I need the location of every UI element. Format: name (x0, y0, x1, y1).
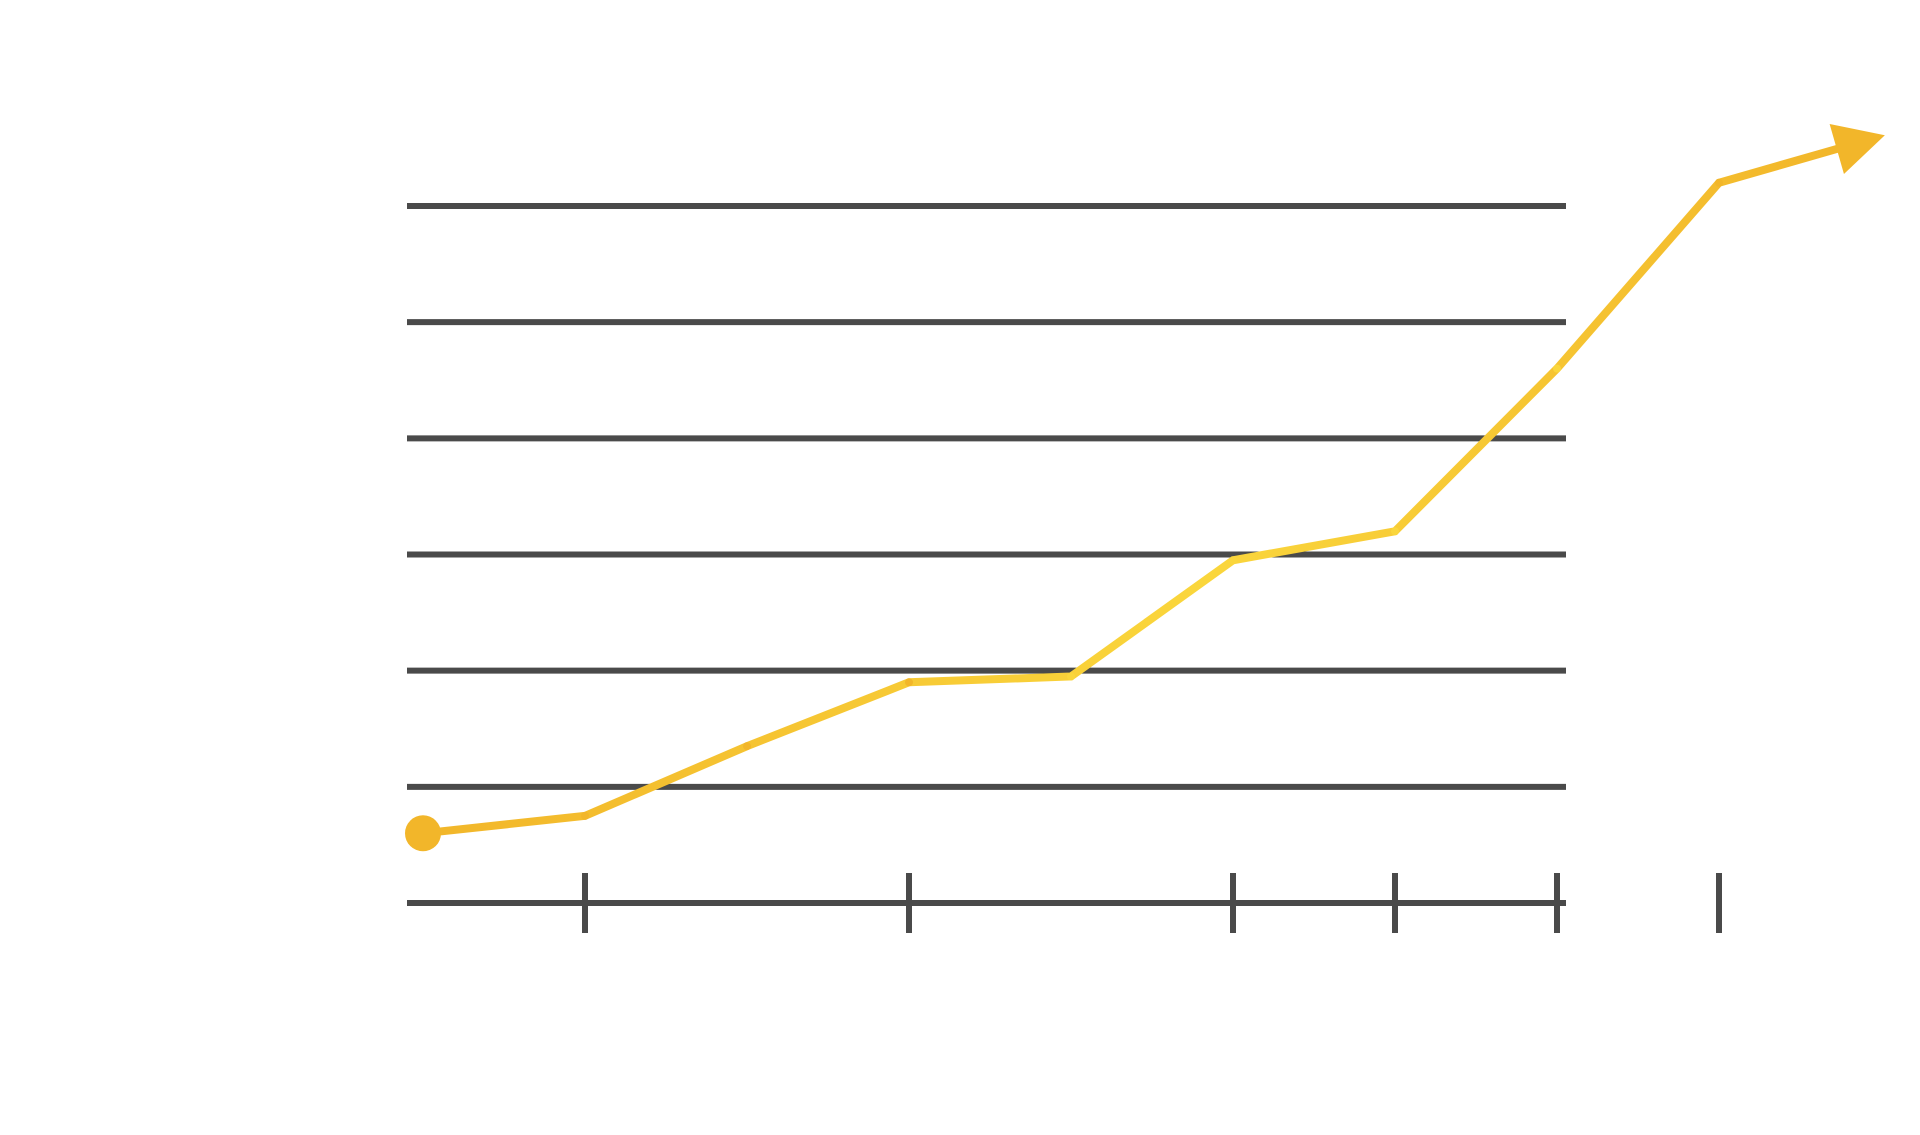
gridlines (407, 203, 1566, 790)
series-line (422, 143, 1844, 838)
data-point (1553, 364, 1561, 373)
series-end-arrow (1829, 123, 1885, 174)
data-point (581, 811, 589, 820)
data-point (1715, 178, 1723, 187)
data-point (1229, 556, 1237, 565)
data-point (1391, 527, 1399, 536)
data-point (905, 678, 913, 687)
data-point (1067, 672, 1075, 681)
data-point (743, 742, 751, 751)
series (405, 123, 1885, 852)
series-start-dot (405, 815, 441, 852)
x-axis (407, 873, 1722, 933)
